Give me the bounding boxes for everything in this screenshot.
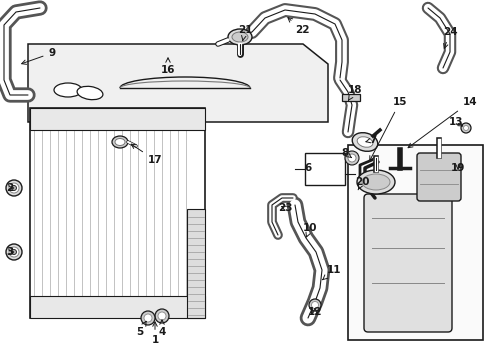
Circle shape [144, 314, 152, 322]
Bar [30, 108, 205, 318]
Text: 16: 16 [161, 58, 175, 75]
Ellipse shape [228, 29, 252, 45]
Text: 6: 6 [304, 163, 312, 173]
Circle shape [9, 183, 19, 193]
Circle shape [141, 311, 155, 325]
Text: 11: 11 [322, 265, 341, 280]
Circle shape [11, 185, 17, 190]
Ellipse shape [112, 136, 128, 148]
Ellipse shape [77, 86, 103, 100]
Text: 22: 22 [288, 18, 309, 35]
Bar [30, 108, 205, 130]
Ellipse shape [54, 83, 82, 97]
Circle shape [309, 299, 321, 311]
Circle shape [345, 151, 359, 165]
Text: 8: 8 [342, 148, 351, 158]
Ellipse shape [352, 133, 378, 151]
Circle shape [461, 123, 471, 133]
Text: 2: 2 [6, 183, 14, 193]
Ellipse shape [362, 174, 390, 190]
Text: 21: 21 [238, 25, 252, 41]
Bar [348, 145, 483, 340]
Text: 17: 17 [131, 144, 162, 165]
Text: 10: 10 [303, 223, 317, 237]
Text: 19: 19 [451, 163, 465, 173]
Text: 1: 1 [151, 322, 159, 345]
Circle shape [9, 247, 19, 257]
FancyBboxPatch shape [364, 194, 452, 332]
Circle shape [348, 154, 356, 162]
Text: 9: 9 [22, 48, 55, 64]
Ellipse shape [357, 137, 373, 147]
Circle shape [11, 249, 17, 255]
Polygon shape [28, 44, 328, 122]
Bar [187, 209, 205, 318]
Circle shape [6, 244, 22, 260]
Circle shape [155, 309, 169, 323]
Circle shape [6, 180, 22, 196]
Text: 14: 14 [408, 97, 477, 148]
Text: 3: 3 [6, 247, 14, 257]
Circle shape [312, 302, 318, 309]
Text: 7: 7 [366, 135, 377, 145]
FancyBboxPatch shape [417, 153, 461, 201]
Text: 18: 18 [348, 85, 362, 100]
Text: 4: 4 [158, 320, 166, 337]
Ellipse shape [357, 170, 395, 194]
Text: 12: 12 [308, 307, 322, 317]
Text: 13: 13 [449, 117, 463, 127]
Ellipse shape [232, 32, 248, 42]
Text: 20: 20 [355, 177, 369, 190]
Text: 24: 24 [442, 27, 457, 48]
Ellipse shape [115, 139, 125, 145]
Bar [30, 296, 205, 318]
Bar [342, 94, 360, 101]
Text: 5: 5 [136, 321, 146, 337]
Text: 23: 23 [278, 203, 292, 213]
Circle shape [158, 312, 166, 320]
Bar [305, 153, 345, 185]
Circle shape [464, 126, 468, 130]
Text: 15: 15 [370, 97, 407, 161]
